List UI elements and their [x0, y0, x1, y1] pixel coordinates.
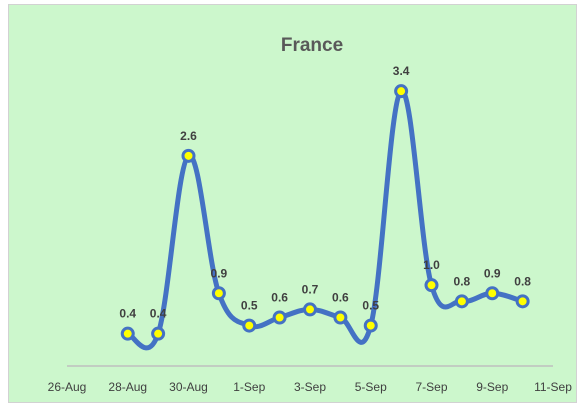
x-tick-label: 9-Sep [476, 380, 508, 394]
data-point [242, 318, 257, 333]
data-point [303, 302, 317, 317]
x-tick-label: 11-Sep [534, 380, 572, 394]
data-label: 0.8 [514, 274, 531, 288]
data-label: 0.5 [362, 299, 379, 313]
data-label: 0.4 [150, 307, 167, 321]
data-point [120, 326, 135, 341]
chart-area: France 26-Aug 28-Aug 30-Aug 1-Sep 3-Sep 5-Sep… [8, 4, 577, 403]
chart-title: France [281, 35, 343, 56]
data-label: 0.6 [271, 291, 288, 305]
data-point [272, 310, 287, 325]
data-label: 2.6 [180, 129, 197, 143]
x-tick-label: 3-Sep [294, 380, 326, 394]
data-point [211, 286, 226, 301]
data-point [485, 286, 500, 301]
data-labels: 0.4 0.4 2.6 0.9 0.5 0.6 0.7 0.6 0.5 3.4 1.0 0.8 0.9 0… [119, 64, 531, 321]
data-point [515, 294, 530, 309]
data-point [333, 310, 348, 325]
line-chart: France 26-Aug 28-Aug 30-Aug 1-Sep 3-Sep 5-Sep… [48, 35, 573, 394]
data-label: 0.8 [454, 274, 471, 288]
series-group [120, 84, 530, 351]
x-tick-label: 1-Sep [233, 380, 265, 394]
data-point [394, 84, 409, 99]
data-label: 1.0 [423, 258, 440, 272]
data-point [454, 294, 469, 309]
x-tick-label: 7-Sep [415, 380, 447, 394]
x-tick-label: 26-Aug [48, 380, 87, 394]
data-point [151, 326, 166, 341]
data-label: 3.4 [393, 64, 410, 78]
data-label: 0.4 [119, 307, 136, 321]
data-label: 0.7 [302, 282, 319, 296]
data-point [363, 318, 378, 333]
x-tick-label: 28-Aug [108, 380, 147, 394]
x-tick-labels: 26-Aug 28-Aug 30-Aug 1-Sep 3-Sep 5-Sep 7-Sep 9-… [48, 380, 573, 394]
data-point [181, 148, 196, 163]
data-label: 0.9 [484, 266, 501, 280]
x-tick-label: 30-Aug [169, 380, 208, 394]
data-label: 0.5 [241, 299, 258, 313]
data-point [424, 278, 439, 293]
data-label: 0.6 [332, 291, 349, 305]
x-tick-label: 5-Sep [355, 380, 387, 394]
data-label: 0.9 [211, 266, 228, 280]
